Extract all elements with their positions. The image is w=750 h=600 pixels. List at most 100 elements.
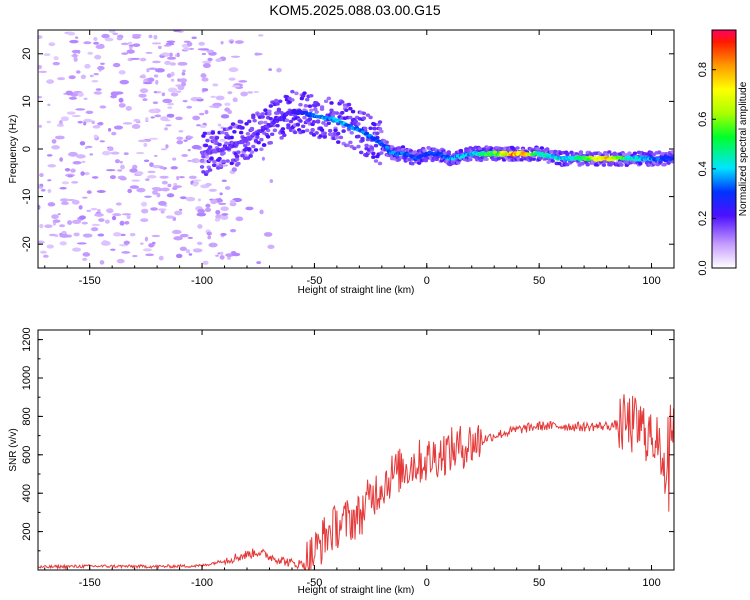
- ridge-mark: [356, 134, 361, 139]
- noise-mark: [124, 220, 130, 225]
- noise-mark: [123, 240, 130, 245]
- noise-mark: [256, 261, 262, 264]
- noise-mark: [174, 210, 183, 216]
- noise-mark: [140, 218, 149, 223]
- ridge-mark: [218, 163, 224, 168]
- noise-mark: [76, 154, 86, 159]
- ridge-mark: [315, 119, 321, 123]
- noise-mark: [71, 114, 81, 118]
- ridge-mark: [368, 115, 373, 120]
- ridge-mark: [207, 145, 213, 149]
- noise-mark: [167, 183, 172, 188]
- noise-mark: [131, 124, 141, 129]
- noise-mark: [96, 190, 106, 193]
- noise-mark: [142, 98, 148, 102]
- noise-mark: [267, 244, 275, 250]
- ridge-mark: [310, 128, 315, 133]
- noise-mark: [219, 215, 229, 220]
- ridge-mark: [361, 111, 367, 116]
- noise-mark: [254, 52, 263, 56]
- noise-mark: [71, 181, 79, 184]
- noise-mark: [129, 232, 136, 237]
- noise-mark: [201, 77, 209, 82]
- ridge-mark: [410, 161, 415, 166]
- noise-mark: [191, 179, 202, 182]
- x-tick-label: 0: [424, 577, 430, 589]
- ridge-mark: [298, 119, 303, 123]
- noise-mark: [107, 147, 114, 152]
- noise-mark: [94, 213, 104, 217]
- noise-mark: [200, 73, 207, 78]
- ridge-mark: [456, 160, 461, 165]
- noise-mark: [167, 106, 173, 109]
- noise-mark: [81, 160, 86, 164]
- ridge-mark: [259, 137, 264, 142]
- ridge-mark: [671, 150, 674, 155]
- noise-mark: [39, 172, 44, 178]
- noise-mark: [38, 204, 41, 210]
- noise-mark: [127, 188, 132, 194]
- ridge-mark: [292, 113, 298, 118]
- ridge-mark: [278, 99, 283, 104]
- noise-mark: [196, 212, 207, 217]
- ridge-mark: [303, 104, 309, 108]
- noise-mark: [139, 88, 149, 94]
- ridge-mark: [364, 143, 369, 148]
- noise-mark: [52, 219, 61, 223]
- noise-mark: [143, 159, 150, 163]
- noise-mark: [138, 139, 148, 143]
- noise-mark: [206, 49, 214, 54]
- noise-mark: [179, 233, 189, 238]
- colorbar-tick-label: 0.2: [697, 211, 709, 226]
- noise-mark: [234, 40, 244, 44]
- noise-mark: [68, 96, 78, 100]
- ridge-mark: [294, 91, 299, 96]
- noise-mark: [198, 41, 205, 46]
- noise-mark: [84, 146, 88, 150]
- noise-mark: [177, 61, 188, 66]
- x-tick-label: 50: [533, 577, 545, 589]
- ridge-mark: [260, 115, 265, 119]
- noise-mark: [59, 157, 63, 162]
- ridge-mark: [269, 132, 275, 137]
- noise-mark: [167, 87, 178, 93]
- snr-line: [38, 394, 674, 570]
- ridge-mark: [519, 157, 524, 162]
- noise-mark: [230, 55, 241, 58]
- ridge-mark: [377, 161, 383, 166]
- ridge-mark: [253, 148, 259, 152]
- noise-mark: [154, 68, 165, 73]
- noise-mark: [202, 60, 212, 64]
- noise-mark: [75, 108, 86, 111]
- ridge-mark: [201, 170, 206, 174]
- noise-mark: [44, 224, 53, 229]
- ridge-mark: [305, 97, 310, 102]
- snr-xlabel: Height of straight line (km): [298, 585, 415, 596]
- spectrogram-xlabel: Height of straight line (km): [298, 285, 415, 296]
- noise-mark: [226, 255, 231, 260]
- noise-mark: [160, 148, 168, 151]
- noise-mark: [192, 248, 203, 253]
- noise-mark: [229, 199, 236, 204]
- noise-mark: [95, 44, 105, 49]
- ridge-mark: [284, 118, 290, 123]
- noise-mark: [71, 199, 80, 205]
- noise-mark: [182, 47, 191, 51]
- ridge-mark: [290, 89, 295, 94]
- ridge-mark: [276, 107, 282, 112]
- ridge-mark: [372, 122, 377, 127]
- noise-mark: [224, 186, 231, 190]
- ridge-mark: [280, 127, 286, 131]
- noise-mark: [175, 253, 183, 259]
- noise-mark: [47, 103, 51, 107]
- noise-mark: [38, 70, 48, 73]
- noise-mark: [92, 125, 101, 129]
- ridge-mark: [371, 155, 376, 159]
- ridge-mark: [601, 163, 607, 167]
- ridge-mark: [288, 119, 294, 124]
- ridge-mark: [322, 131, 327, 136]
- noise-mark: [235, 216, 244, 222]
- noise-mark: [77, 92, 84, 97]
- ridge-mark: [546, 160, 551, 164]
- noise-mark: [170, 78, 175, 82]
